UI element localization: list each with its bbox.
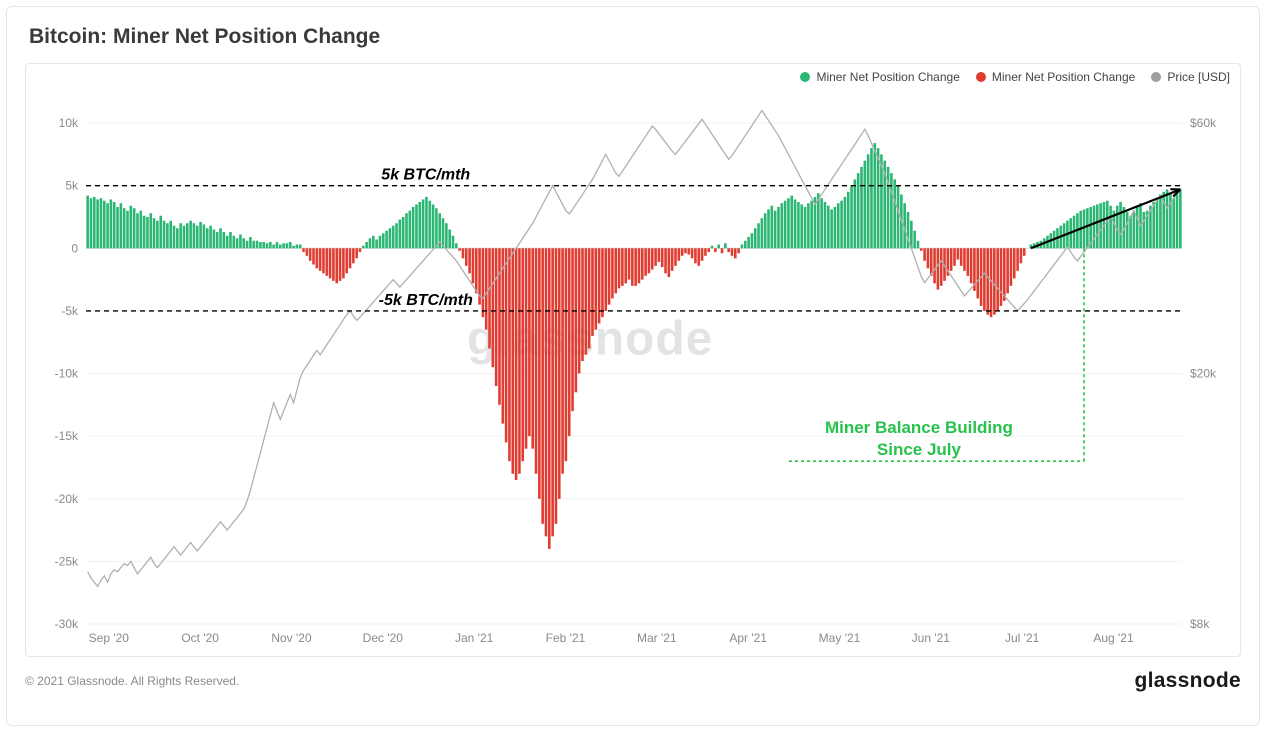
- swatch-price-icon: [1151, 72, 1161, 82]
- legend: Miner Net Position Change Miner Net Posi…: [800, 70, 1230, 84]
- svg-text:-25k: -25k: [55, 554, 79, 568]
- svg-text:Miner Balance Building: Miner Balance Building: [825, 418, 1013, 437]
- svg-text:5k BTC/mth: 5k BTC/mth: [381, 167, 470, 184]
- svg-text:Aug '21: Aug '21: [1093, 631, 1134, 645]
- svg-text:-20k: -20k: [55, 492, 79, 506]
- svg-text:Nov '20: Nov '20: [271, 631, 312, 645]
- svg-text:$8k: $8k: [1190, 617, 1210, 631]
- chart-title: Bitcoin: Miner Net Position Change: [29, 25, 1241, 49]
- svg-text:-15k: -15k: [55, 429, 79, 443]
- legend-label-positive: Miner Net Position Change: [816, 70, 959, 84]
- svg-text:Jan '21: Jan '21: [455, 631, 494, 645]
- svg-text:Oct '20: Oct '20: [181, 631, 219, 645]
- svg-text:-30k: -30k: [55, 617, 79, 631]
- svg-text:10k: 10k: [59, 116, 79, 130]
- swatch-positive-icon: [800, 72, 810, 82]
- chart-card: Bitcoin: Miner Net Position Change Miner…: [6, 6, 1260, 726]
- copyright-text: © 2021 Glassnode. All Rights Reserved.: [25, 674, 239, 688]
- svg-text:$20k: $20k: [1190, 367, 1217, 381]
- svg-text:Sep '20: Sep '20: [89, 631, 130, 645]
- svg-text:-5k BTC/mth: -5k BTC/mth: [379, 292, 473, 309]
- svg-text:Dec '20: Dec '20: [363, 631, 404, 645]
- svg-text:-10k: -10k: [55, 367, 79, 381]
- svg-text:0: 0: [71, 241, 78, 255]
- brand-logo: glassnode: [1134, 669, 1241, 693]
- svg-text:5k: 5k: [65, 179, 79, 193]
- svg-text:$60k: $60k: [1190, 116, 1217, 130]
- legend-item-price: Price [USD]: [1151, 70, 1230, 84]
- chart-svg: 10k 5k 0 -5k -10k -15k -20k -25k -30k $60k $20k $8k…: [26, 64, 1242, 658]
- swatch-negative-icon: [976, 72, 986, 82]
- svg-text:May '21: May '21: [819, 631, 861, 645]
- legend-label-price: Price [USD]: [1167, 70, 1230, 84]
- svg-text:Jun '21: Jun '21: [912, 631, 951, 645]
- svg-text:Mar '21: Mar '21: [637, 631, 677, 645]
- footer: © 2021 Glassnode. All Rights Reserved. g…: [25, 669, 1241, 693]
- legend-item-negative: Miner Net Position Change: [976, 70, 1135, 84]
- legend-item-positive: Miner Net Position Change: [800, 70, 959, 84]
- svg-text:Jul '21: Jul '21: [1005, 631, 1040, 645]
- chart-area: Miner Net Position Change Miner Net Posi…: [25, 63, 1241, 657]
- svg-text:Feb '21: Feb '21: [546, 631, 586, 645]
- svg-text:-5k: -5k: [61, 304, 79, 318]
- legend-label-negative: Miner Net Position Change: [992, 70, 1135, 84]
- svg-text:Apr '21: Apr '21: [729, 631, 767, 645]
- svg-text:Since July: Since July: [877, 440, 962, 459]
